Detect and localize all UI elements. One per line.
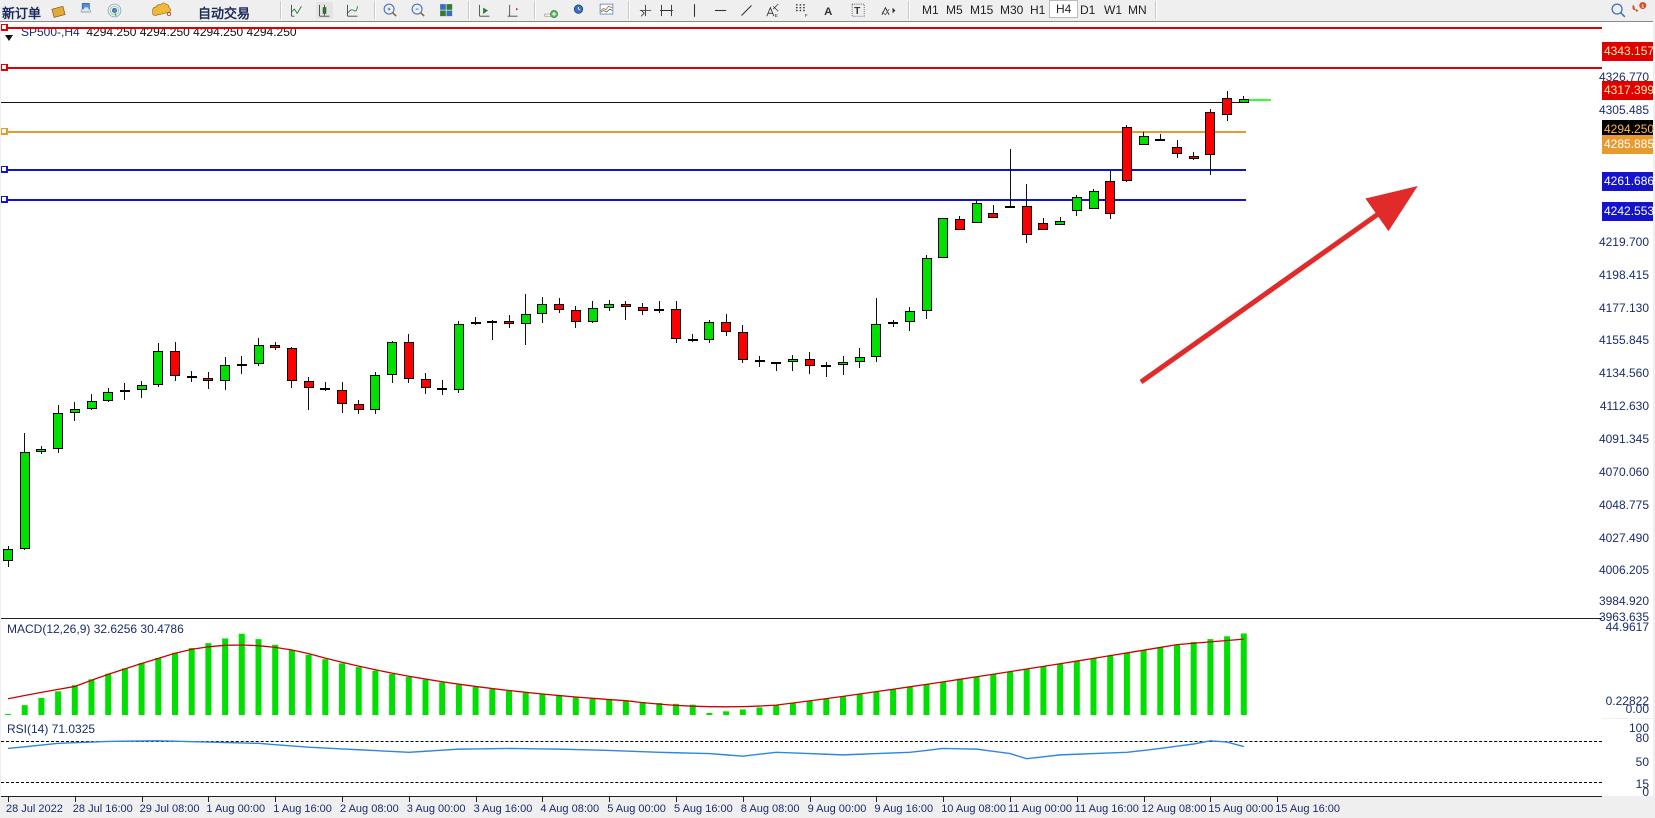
svg-text:T: T [854,6,860,17]
svg-text:F: F [805,13,808,19]
svg-text:E: E [775,13,779,19]
svg-text:A: A [824,6,832,18]
svg-text:1: 1 [1641,4,1644,10]
